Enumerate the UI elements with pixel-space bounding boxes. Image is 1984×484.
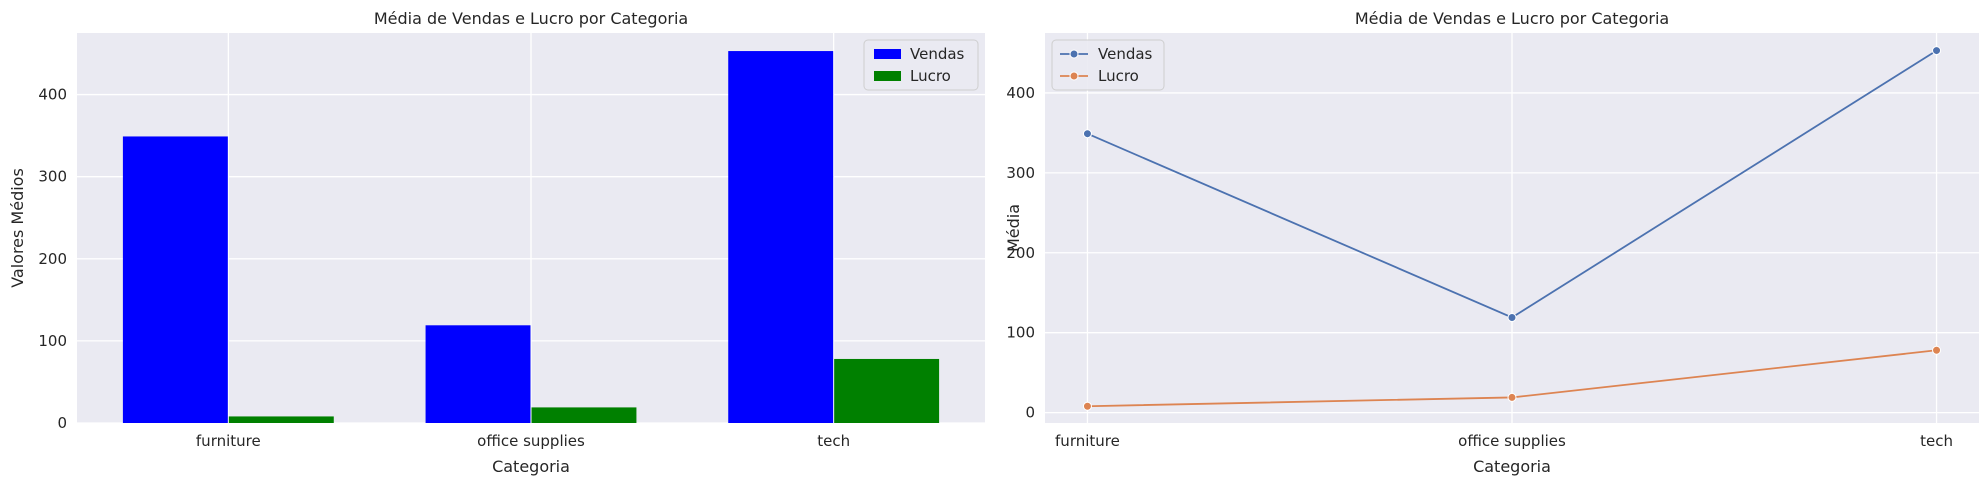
x-tick-label: furniture: [196, 432, 261, 450]
x-axis-label: Categoria: [1473, 457, 1551, 476]
x-tick-label: office supplies: [477, 432, 585, 450]
legend-label: Lucro: [1098, 67, 1139, 85]
x-tick-label: office supplies: [1458, 432, 1566, 450]
y-tick-label: 300: [1006, 164, 1035, 182]
chart-panel-2: 0 100 200 300 400 furniture office supplies tec…: [1004, 9, 1979, 476]
legend-swatch: [874, 71, 901, 81]
bar-lucro-2: [531, 407, 637, 423]
chart-title: Média de Vendas e Lucro por Categoria: [374, 9, 688, 28]
y-tick-label: 400: [1006, 84, 1035, 102]
point-lucro-3: [1932, 345, 1942, 355]
legend-marker: [1069, 49, 1079, 59]
point-vendas-1: [1082, 129, 1092, 139]
y-tick-label: 100: [1006, 324, 1035, 342]
legend-swatch: [874, 49, 901, 59]
point-lucro-2: [1507, 392, 1517, 402]
point-vendas-2: [1507, 313, 1517, 323]
chart-title: Média de Vendas e Lucro por Categoria: [1355, 9, 1669, 28]
bar-lucro-1: [228, 416, 334, 423]
y-tick-label: 400: [38, 86, 67, 104]
legend-label: Vendas: [1098, 45, 1153, 63]
bar-vendas-2: [425, 325, 531, 423]
legend-label: Vendas: [910, 45, 965, 63]
legend-box: [1051, 39, 1165, 91]
point-vendas-3: [1932, 46, 1942, 56]
x-tick-label: furniture: [1055, 432, 1120, 450]
y-tick-label: 0: [1025, 404, 1035, 422]
y-tick-label: 200: [1006, 244, 1035, 262]
point-lucro-1: [1082, 401, 1092, 411]
bar-vendas-1: [122, 136, 228, 423]
x-tick-label: tech: [817, 432, 850, 450]
y-tick-label: 100: [38, 332, 67, 350]
bar-lucro-3: [834, 358, 940, 423]
y-axis-label: Média: [1004, 204, 1023, 252]
y-tick-label: 0: [57, 414, 67, 432]
chart-panel-1: 0 100 200 300 400 furniture office supplies tec…: [8, 9, 985, 476]
legend: Vendas Lucro: [863, 39, 979, 91]
legend: Vendas Lucro: [1051, 39, 1165, 91]
bar-vendas-3: [728, 51, 834, 423]
legend-label: Lucro: [910, 67, 951, 85]
x-axis-label: Categoria: [492, 457, 570, 476]
y-axis-label: Valores Médios: [8, 168, 27, 288]
y-tick-label: 200: [38, 250, 67, 268]
y-tick-label: 300: [38, 168, 67, 186]
x-tick-label: tech: [1920, 432, 1953, 450]
legend-marker: [1069, 71, 1079, 81]
